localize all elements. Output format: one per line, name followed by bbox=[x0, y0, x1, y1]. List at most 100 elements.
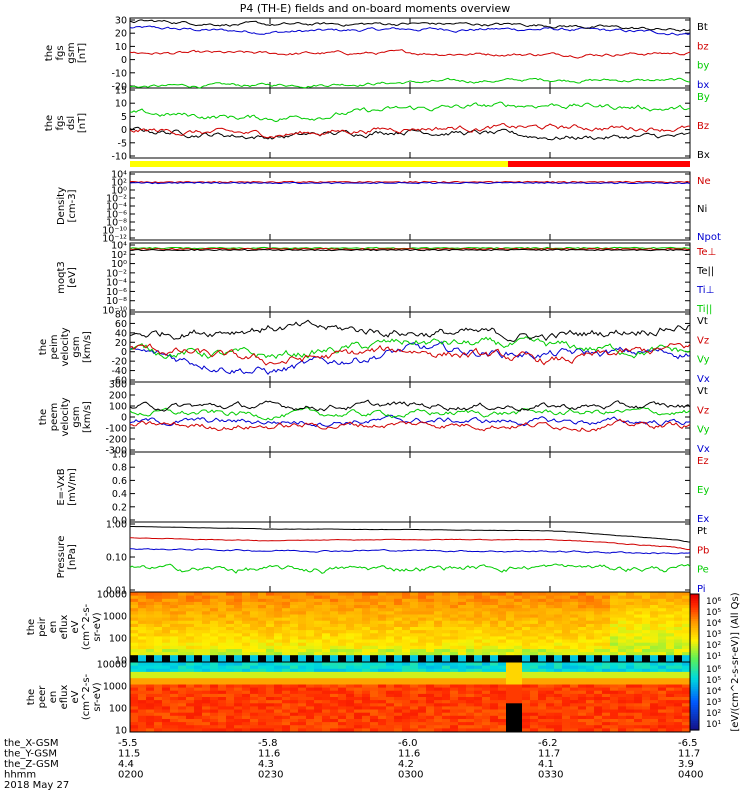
spectrogram-cell bbox=[418, 690, 427, 695]
spectrogram-cell bbox=[530, 709, 539, 714]
spectrogram-cell bbox=[186, 617, 195, 622]
spectrogram-cell bbox=[266, 608, 275, 612]
spectrogram-cell bbox=[546, 681, 555, 685]
spectrogram-cell bbox=[170, 655, 179, 659]
spectrogram-cell bbox=[554, 642, 563, 647]
spectrogram-cell bbox=[402, 649, 411, 653]
spectrogram-cell bbox=[346, 639, 355, 644]
spectrogram-cell bbox=[618, 671, 627, 676]
colorbar-swatch bbox=[690, 596, 699, 600]
spectrogram-cell bbox=[362, 697, 371, 701]
spectrogram-cell bbox=[618, 598, 627, 603]
spectrogram-cell bbox=[330, 645, 339, 650]
spectrogram-cell bbox=[394, 601, 403, 606]
spectrogram-cell bbox=[274, 725, 283, 729]
spectrogram-cell bbox=[674, 728, 683, 733]
spectrogram-cell bbox=[234, 620, 243, 625]
spectrogram-cell bbox=[130, 605, 139, 609]
spectrogram-cell bbox=[658, 639, 667, 644]
spectrogram-cell bbox=[138, 649, 147, 653]
spectrogram-cell bbox=[346, 623, 355, 628]
y-axis-label: the bbox=[38, 409, 49, 425]
spectrogram-cell bbox=[594, 642, 603, 647]
spectrogram-cell bbox=[394, 668, 403, 673]
spectrogram-cell bbox=[362, 706, 371, 711]
spectrogram-cell bbox=[346, 712, 355, 717]
spectrogram-cell bbox=[538, 665, 547, 670]
spectrogram-cell bbox=[610, 719, 619, 723]
x-tick-value: 11.5 bbox=[118, 749, 140, 760]
spectrogram-cell bbox=[394, 592, 403, 597]
spectrogram-cell bbox=[330, 709, 339, 714]
spectrogram-cell bbox=[618, 639, 627, 644]
spectrogram-cell bbox=[194, 611, 203, 615]
spectrogram-cell bbox=[330, 722, 339, 726]
spectrogram-cell bbox=[602, 605, 611, 609]
y-tick-label: 10⁰ bbox=[111, 259, 127, 270]
spectrogram-cell bbox=[234, 697, 243, 701]
spectrogram-cell bbox=[146, 636, 155, 641]
spectrogram-cell bbox=[194, 642, 203, 647]
spectrogram-cell bbox=[402, 712, 411, 717]
spectrogram-cell bbox=[386, 645, 395, 650]
spectrogram-cell bbox=[610, 715, 619, 720]
spectrogram-cell bbox=[458, 715, 467, 720]
spectrogram-cell bbox=[314, 630, 323, 634]
spectrogram-cell bbox=[578, 671, 587, 676]
spectrogram-cell bbox=[386, 709, 395, 714]
spectrogram-cell bbox=[506, 693, 515, 698]
spectrogram-cell bbox=[682, 684, 691, 689]
spectrogram-cell bbox=[186, 681, 195, 685]
spectrogram-cell bbox=[426, 601, 435, 606]
spectrogram-cell bbox=[594, 617, 603, 622]
spectrogram-cell bbox=[362, 649, 371, 653]
colorbar-swatch bbox=[690, 680, 699, 683]
spectrogram-cell bbox=[514, 645, 523, 650]
spectrogram-cell bbox=[618, 690, 627, 695]
spectrogram-cell bbox=[546, 697, 555, 701]
spectrogram-cell bbox=[554, 620, 563, 625]
spectrogram-cell bbox=[386, 642, 395, 647]
spectrogram-cell bbox=[586, 620, 595, 625]
spectrogram-cell bbox=[226, 598, 235, 603]
spectrogram-cell bbox=[402, 722, 411, 726]
spectrogram-cell bbox=[434, 608, 443, 612]
spectrogram-cell bbox=[434, 687, 443, 692]
spectrogram-cell bbox=[530, 712, 539, 717]
spectrogram-cell bbox=[594, 709, 603, 714]
spectrogram-cell bbox=[218, 678, 227, 682]
spectrogram-cell bbox=[138, 623, 147, 628]
spectrogram-cell bbox=[474, 665, 483, 670]
spectrogram-cell bbox=[634, 649, 643, 653]
spectrogram-cell bbox=[410, 709, 419, 714]
spectrogram-cell bbox=[298, 678, 307, 682]
spectrogram-cell bbox=[378, 693, 387, 698]
series-group-pressure bbox=[129, 525, 691, 574]
spectrogram-cell bbox=[602, 709, 611, 714]
spectrogram-cell bbox=[674, 703, 683, 707]
spectrogram-cell bbox=[642, 675, 651, 679]
spectrogram-cell bbox=[234, 709, 243, 714]
spectrogram-cell bbox=[130, 671, 139, 676]
spectrogram-cell bbox=[642, 658, 651, 663]
spectrogram-cell bbox=[642, 592, 651, 597]
spectrogram-cell bbox=[594, 601, 603, 606]
spectrogram-cell bbox=[482, 712, 491, 717]
spectrogram-cell bbox=[522, 605, 531, 609]
spectrogram-cell bbox=[170, 633, 179, 637]
spectrogram-cell bbox=[434, 595, 443, 600]
spectrogram-cell bbox=[506, 703, 515, 707]
spectrogram-cell bbox=[586, 700, 595, 704]
colorbar-swatch bbox=[690, 594, 699, 597]
spectrogram-cell bbox=[418, 725, 427, 729]
spectrogram-cell bbox=[450, 608, 459, 612]
spectrogram-cell bbox=[338, 658, 347, 663]
spectrogram-cell bbox=[626, 681, 635, 685]
spectrogram-cell bbox=[290, 655, 299, 659]
spectrogram-cell bbox=[594, 592, 603, 597]
spectrogram-cell bbox=[506, 728, 515, 733]
colorbar-swatch bbox=[690, 725, 699, 729]
spectrogram-cell bbox=[146, 608, 155, 612]
spectrogram-cell bbox=[642, 703, 651, 707]
spectrogram-cell bbox=[426, 633, 435, 637]
